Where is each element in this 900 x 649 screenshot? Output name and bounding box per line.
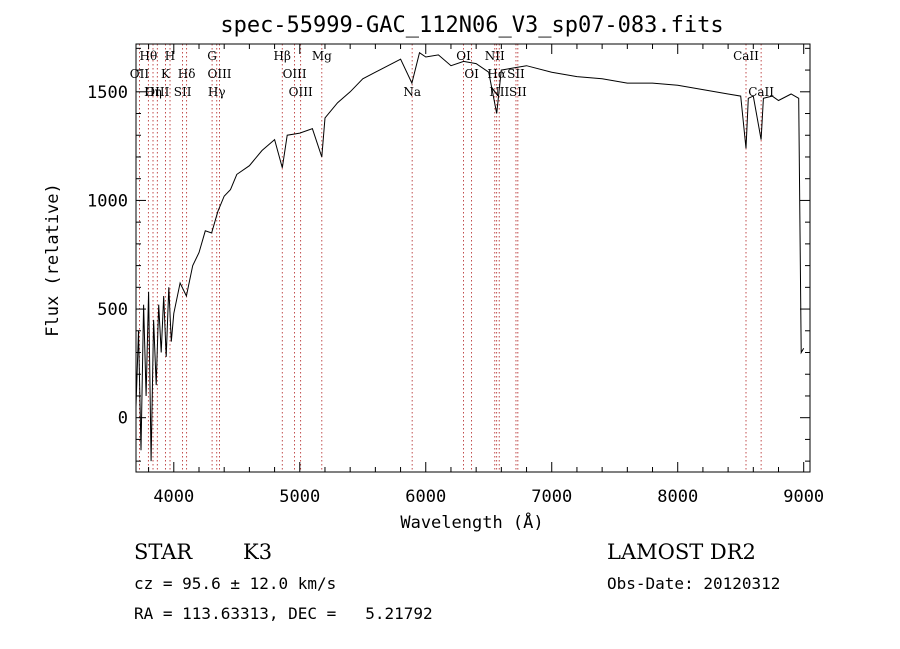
chart-title: spec-55999-GAC_112N06_V3_sp07-083.fits bbox=[220, 13, 723, 38]
line-label: G bbox=[207, 49, 217, 63]
line-label: Na bbox=[403, 85, 421, 99]
spectral-line-markers bbox=[139, 44, 762, 472]
line-label: OI bbox=[456, 49, 471, 63]
line-label: SII bbox=[507, 67, 525, 81]
x-tick-label: 7000 bbox=[531, 487, 572, 507]
line-label: Hβ bbox=[274, 49, 291, 63]
x-tick-label: 6000 bbox=[405, 487, 446, 507]
line-label: OIII bbox=[289, 85, 313, 99]
line-label: OIII bbox=[207, 67, 231, 81]
y-tick-label: 1500 bbox=[87, 83, 128, 103]
x-tick-label: 9000 bbox=[783, 487, 824, 507]
line-label: SII bbox=[174, 85, 192, 99]
line-label: OI bbox=[464, 67, 479, 81]
y-tick-label: 500 bbox=[97, 300, 128, 320]
line-label: OII bbox=[130, 67, 150, 81]
x-tick-label: 4000 bbox=[153, 487, 194, 507]
line-label: SII bbox=[509, 85, 527, 99]
line-label: H bbox=[165, 49, 175, 63]
line-label: NII bbox=[485, 49, 505, 63]
line-label: K bbox=[161, 67, 171, 81]
x-axis: 4000 5000 6000 7000 8000 9000 bbox=[148, 44, 824, 507]
x-tick-label: 8000 bbox=[657, 487, 698, 507]
line-label: OIII bbox=[145, 85, 169, 99]
y-tick-label: 0 bbox=[118, 409, 128, 429]
redshift-velocity: cz = 95.6 ± 12.0 km/s bbox=[134, 574, 337, 593]
observation-date: Obs-Date: 20120312 bbox=[607, 574, 781, 593]
line-label: Hδ bbox=[178, 67, 196, 81]
survey-label: LAMOST DR2 bbox=[607, 540, 756, 564]
line-label: CaII bbox=[733, 49, 759, 63]
spectrum-line bbox=[135, 51, 805, 462]
x-tick-label: 5000 bbox=[279, 487, 320, 507]
y-axis-title: Flux (relative) bbox=[43, 183, 63, 337]
line-label: Hη bbox=[144, 85, 162, 99]
y-axis: 0 500 1000 1500 bbox=[87, 47, 810, 462]
plot-frame bbox=[135, 43, 811, 473]
object-class: STAR bbox=[134, 540, 193, 564]
line-label: Hγ bbox=[208, 85, 226, 99]
object-subclass: K3 bbox=[243, 540, 273, 564]
x-axis-title: Wavelength (Å) bbox=[400, 511, 543, 533]
line-label: CaII bbox=[748, 85, 774, 99]
y-tick-label: 1000 bbox=[87, 191, 128, 211]
line-label: Mg bbox=[312, 49, 332, 63]
sky-coordinates: RA = 113.63313, DEC = 5.21792 bbox=[134, 604, 433, 623]
line-label: OIII bbox=[283, 67, 307, 81]
line-label: Hθ bbox=[139, 49, 157, 63]
